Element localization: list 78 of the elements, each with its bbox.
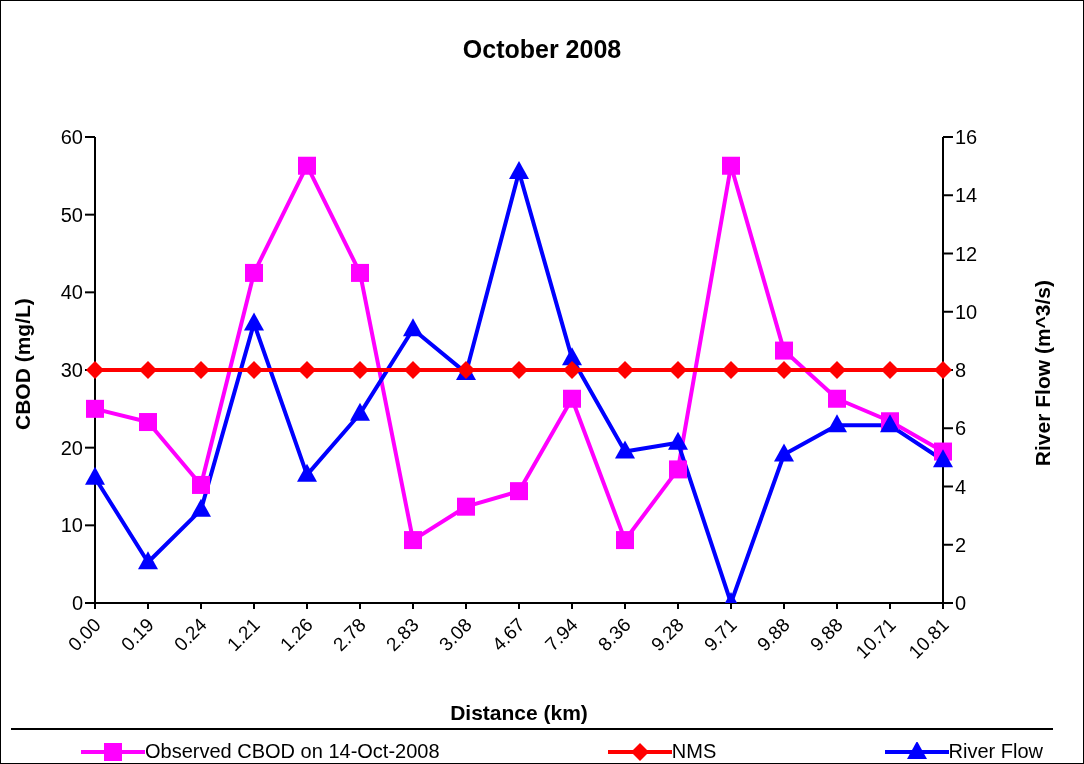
chart-title: October 2008	[461, 35, 623, 64]
point	[933, 449, 953, 468]
y-tick-label: 0	[71, 592, 83, 615]
point	[457, 497, 475, 516]
point	[828, 389, 846, 408]
x-tick-label: 7.94	[540, 613, 583, 656]
x-tick-label: 1.21	[222, 614, 264, 656]
point	[85, 466, 105, 485]
x-tick-label: 9.88	[752, 614, 794, 656]
point	[350, 402, 370, 421]
point	[563, 361, 581, 379]
point	[722, 361, 740, 379]
x-tick-label: 3.08	[434, 614, 476, 656]
point	[616, 361, 634, 379]
point	[192, 475, 210, 494]
y2-tick-label: 4	[955, 475, 967, 498]
point	[827, 414, 847, 433]
point	[139, 361, 157, 379]
point	[138, 551, 158, 570]
point	[298, 361, 316, 379]
point	[668, 431, 688, 450]
point	[563, 389, 581, 408]
legend-label: River Flow	[948, 740, 1043, 763]
point	[669, 460, 687, 479]
point	[86, 399, 104, 418]
point	[934, 361, 952, 379]
y2-tick-label: 6	[955, 417, 967, 440]
point	[403, 318, 423, 337]
point	[351, 263, 369, 282]
y-tick-label: 20	[60, 436, 83, 459]
x-tick-label: 9.71	[699, 614, 741, 656]
point	[775, 361, 793, 379]
point	[297, 463, 317, 482]
x-tick-label: 4.67	[487, 614, 529, 656]
point	[351, 361, 369, 379]
legend-label: Observed CBOD on 14-Oct-2008	[145, 740, 440, 763]
y2-tick-label: 16	[955, 126, 978, 149]
y-tick-label: 30	[60, 359, 83, 382]
legend-label: NMS	[671, 740, 717, 763]
point	[828, 361, 846, 379]
x-tick-label: 9.88	[805, 614, 847, 656]
point	[669, 361, 687, 379]
point	[86, 361, 104, 379]
y2-tick-label: 0	[955, 592, 967, 615]
point	[244, 312, 264, 331]
y-tick-label: 10	[60, 514, 83, 537]
y2-tick-label: 2	[955, 533, 967, 556]
point	[510, 482, 528, 501]
point	[404, 531, 422, 550]
y2-tick-label: 8	[955, 359, 967, 382]
y2-tick-label: 14	[955, 184, 978, 207]
point	[775, 341, 793, 360]
y-axis-title: CBOD (mg/L)	[11, 298, 35, 430]
x-tick-label: 9.28	[646, 614, 688, 656]
point	[404, 361, 422, 379]
x-axis-title: Distance (km)	[450, 701, 588, 724]
x-tick-label: 0.19	[116, 614, 158, 656]
y-tick-label: 40	[60, 281, 83, 304]
point	[722, 156, 740, 175]
point	[510, 361, 528, 379]
point	[881, 361, 899, 379]
point	[774, 443, 794, 462]
point	[139, 413, 157, 432]
point	[615, 440, 635, 459]
point	[245, 361, 263, 379]
point	[298, 156, 316, 175]
point	[245, 263, 263, 282]
point	[509, 160, 529, 179]
x-tick-label: 0.24	[169, 613, 212, 656]
point	[616, 531, 634, 550]
y2-axis-title: River Flow (m^3/s)	[1031, 280, 1055, 467]
point	[192, 361, 210, 379]
y-tick-label: 60	[60, 126, 83, 149]
x-tick-label: 0.00	[63, 614, 105, 656]
y2-tick-label: 10	[955, 300, 978, 323]
point	[191, 498, 211, 517]
y2-tick-label: 12	[955, 242, 978, 265]
y-tick-label: 50	[60, 203, 83, 226]
